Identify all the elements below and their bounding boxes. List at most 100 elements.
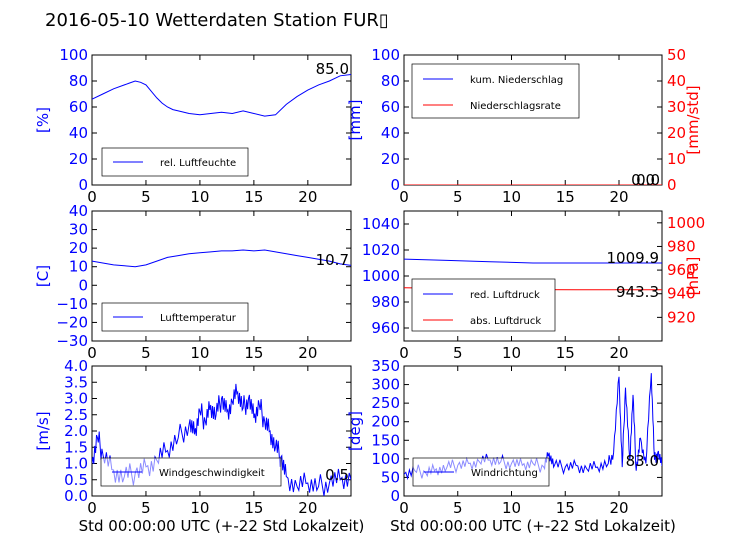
x-tick-label: 15 — [556, 499, 575, 517]
x-tick-label: 15 — [556, 344, 575, 362]
value-label: 10.7 — [316, 251, 349, 269]
y-axis-label: [deg] — [346, 411, 364, 451]
y-tick-label: 80 — [381, 72, 400, 90]
y2-tick-label: 10 — [667, 150, 686, 168]
y-tick-label: 0 — [78, 176, 88, 194]
y-tick-label: 0.0 — [64, 487, 88, 505]
y2-tick-label: 40 — [667, 72, 686, 90]
y-tick-label: 0.5 — [64, 471, 88, 489]
x-tick-label: 20 — [298, 499, 317, 517]
x-tick-label: 10 — [502, 499, 521, 517]
y-tick-label: 200 — [371, 413, 400, 431]
y-axis-label: [m/s] — [34, 411, 52, 450]
y-tick-label: 100 — [371, 46, 400, 64]
y-tick-label: 100 — [371, 450, 400, 468]
y-tick-label: 40 — [69, 124, 88, 142]
y-tick-label: 20 — [69, 150, 88, 168]
x-axis-label: Std 00:00:00 UTC (+-22 Std Lokalzeit) — [79, 517, 365, 535]
y-axis-label: [C] — [34, 265, 52, 287]
y-tick-label: −10 — [56, 295, 88, 313]
x-axis-label: Std 00:00:00 UTC (+-22 Std Lokalzeit) — [390, 517, 676, 535]
series-line — [92, 249, 351, 268]
panel-wind: 0 5 10 15 200.00.51.01.52.02.53.03.54.0[m/s]… — [34, 357, 364, 535]
figure-title: 2016-05-10 Wetterdaten Station FUR▯ — [45, 10, 389, 31]
x-tick-label: 5 — [453, 344, 463, 362]
legend-label: kum. Niederschlag — [470, 75, 563, 86]
y2-axis-label: [mm/std] — [684, 85, 702, 154]
y-tick-label: 1000 — [362, 267, 400, 285]
y-axis-label: [%] — [34, 107, 52, 133]
x-tick-label: 0 — [399, 344, 409, 362]
x-tick-label: 10 — [502, 188, 521, 206]
x-tick-label: 10 — [502, 344, 521, 362]
panel-humidity: 0 5 10 15 20 0 20 40 60 80 100 [%] rel. Luftfeuchte 8… — [34, 46, 352, 206]
y-tick-label: 30 — [69, 221, 88, 239]
value-label: 85.0 — [316, 60, 349, 78]
legend: red. Luftdruck abs. Luftdruck — [411, 278, 556, 332]
y-tick-label: 3.0 — [64, 390, 88, 408]
y-tick-label: 1.0 — [64, 455, 88, 473]
y-tick-label: 60 — [381, 98, 400, 116]
y-tick-label: 100 — [59, 46, 88, 64]
y-tick-label: 350 — [371, 357, 400, 375]
y-tick-label: −30 — [56, 332, 88, 350]
x-tick-label: 20 — [298, 188, 317, 206]
y-axis-label: [mm] — [346, 100, 364, 141]
y-tick-label: 1020 — [362, 241, 400, 259]
x-tick-label: 0 — [87, 188, 97, 206]
x-tick-label: 0 — [87, 499, 97, 517]
x-tick-label: 20 — [609, 344, 628, 362]
legend: rel. Luftfeuchte — [101, 147, 249, 177]
x-tick-label: 10 — [190, 188, 209, 206]
legend-label: Windrichtung — [471, 468, 538, 479]
x-tick-label: 10 — [190, 344, 209, 362]
y-tick-label: 40 — [69, 202, 88, 220]
x-tick-label: 5 — [453, 499, 463, 517]
x-tick-label: 10 — [190, 499, 209, 517]
y-tick-label: 2.0 — [64, 422, 88, 440]
x-tick-label: 5 — [141, 188, 151, 206]
x-tick-label: 5 — [453, 188, 463, 206]
legend-box — [101, 147, 249, 177]
legend-label: rel. Luftfeuchte — [160, 158, 236, 169]
y-tick-label: 2.5 — [64, 406, 88, 424]
legend-label: Windgeschwindigkeit — [159, 468, 265, 479]
y-tick-label: −20 — [56, 313, 88, 331]
y-tick-label: 0 — [78, 276, 88, 294]
value-label: 943.3 — [616, 283, 659, 301]
series-line — [92, 74, 351, 117]
y-tick-label: 80 — [69, 72, 88, 90]
y-tick-label: 980 — [371, 293, 400, 311]
x-tick-label: 15 — [244, 188, 263, 206]
y-tick-label: 150 — [371, 431, 400, 449]
y-tick-label: 3.5 — [64, 373, 88, 391]
x-tick-label: 15 — [556, 188, 575, 206]
legend-box — [411, 63, 580, 119]
y2-tick-label: 1000 — [667, 214, 705, 232]
x-tick-label: 5 — [141, 499, 151, 517]
y2-tick-label: 920 — [667, 308, 696, 326]
legend-label: Lufttemperatur — [160, 313, 237, 324]
y2-tick-label: 50 — [667, 46, 686, 64]
y-tick-label: 20 — [69, 239, 88, 257]
value-label: 0.0 — [636, 171, 660, 189]
y-tick-label: 300 — [371, 376, 400, 394]
legend: kum. Niederschlag Niederschlagsrate — [411, 63, 580, 119]
x-tick-label: 20 — [298, 344, 317, 362]
y2-tick-label: 0 — [667, 176, 677, 194]
y-tick-label: 20 — [381, 150, 400, 168]
value-label: 0.5 — [325, 466, 349, 484]
x-tick-label: 0 — [399, 188, 409, 206]
y2-tick-label: 20 — [667, 124, 686, 142]
x-tick-label: 20 — [609, 188, 628, 206]
y-tick-label: 60 — [69, 98, 88, 116]
y-tick-label: 0 — [390, 176, 400, 194]
panel-pressure: 0 5 10 15 20 960 980 1000 1020 1040 920 940 960 980 10… — [362, 210, 705, 362]
value-label: 0.0 — [631, 171, 655, 189]
y-tick-label: 50 — [381, 468, 400, 486]
x-tick-label: 5 — [141, 344, 151, 362]
y-tick-label: 4.0 — [64, 357, 88, 375]
y-tick-label: 250 — [371, 394, 400, 412]
